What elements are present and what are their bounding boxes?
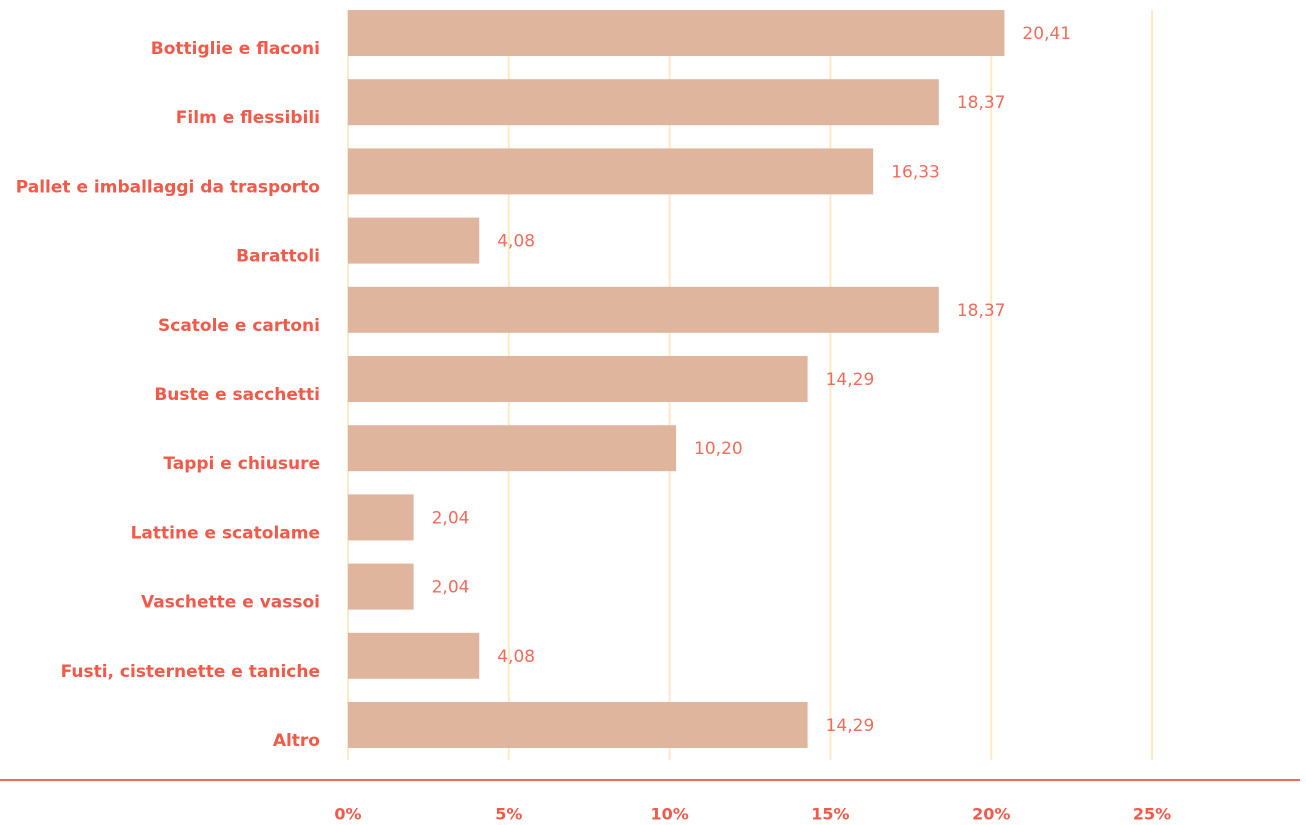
category-label: Tappi e chiusure bbox=[163, 454, 320, 474]
x-tick-label: 5% bbox=[495, 805, 522, 824]
value-label: 18,37 bbox=[957, 301, 1006, 321]
value-label: 14,29 bbox=[826, 716, 875, 736]
bar bbox=[348, 148, 874, 195]
value-label: 16,33 bbox=[891, 162, 940, 182]
value-label: 18,37 bbox=[957, 93, 1006, 113]
bar bbox=[348, 217, 480, 264]
x-tick-label: 25% bbox=[1133, 805, 1171, 824]
bar bbox=[348, 10, 1005, 56]
bar bbox=[348, 494, 414, 541]
x-tick-label: 10% bbox=[650, 805, 688, 824]
value-label: 4,08 bbox=[497, 647, 535, 667]
value-label: 20,41 bbox=[1022, 24, 1071, 44]
value-label: 10,20 bbox=[694, 439, 743, 459]
category-label: Lattine e scatolame bbox=[131, 523, 320, 543]
category-label: Fusti, cisternette e taniche bbox=[61, 662, 320, 682]
bar bbox=[348, 79, 939, 126]
bar bbox=[348, 425, 677, 472]
bar bbox=[348, 702, 808, 748]
category-label: Buste e sacchetti bbox=[154, 385, 320, 405]
category-label: Altro bbox=[273, 731, 320, 751]
value-label: 2,04 bbox=[432, 508, 470, 528]
x-tick-label: 15% bbox=[811, 805, 849, 824]
value-label: 2,04 bbox=[432, 578, 470, 598]
value-label: 4,08 bbox=[497, 232, 535, 252]
bar bbox=[348, 356, 808, 402]
x-tick-label: 20% bbox=[972, 805, 1010, 824]
bar bbox=[348, 286, 939, 333]
category-label: Barattoli bbox=[236, 247, 320, 267]
category-label: Film e flessibili bbox=[176, 108, 320, 128]
bar bbox=[348, 632, 480, 679]
bar bbox=[348, 563, 414, 610]
category-label: Vaschette e vassoi bbox=[141, 593, 320, 613]
value-label: 14,29 bbox=[826, 370, 875, 390]
x-tick-label: 0% bbox=[334, 805, 361, 824]
category-label: Pallet e imballaggi da trasporto bbox=[16, 177, 320, 197]
category-label: Scatole e cartoni bbox=[158, 316, 320, 336]
category-label: Bottiglie e flaconi bbox=[151, 39, 320, 59]
